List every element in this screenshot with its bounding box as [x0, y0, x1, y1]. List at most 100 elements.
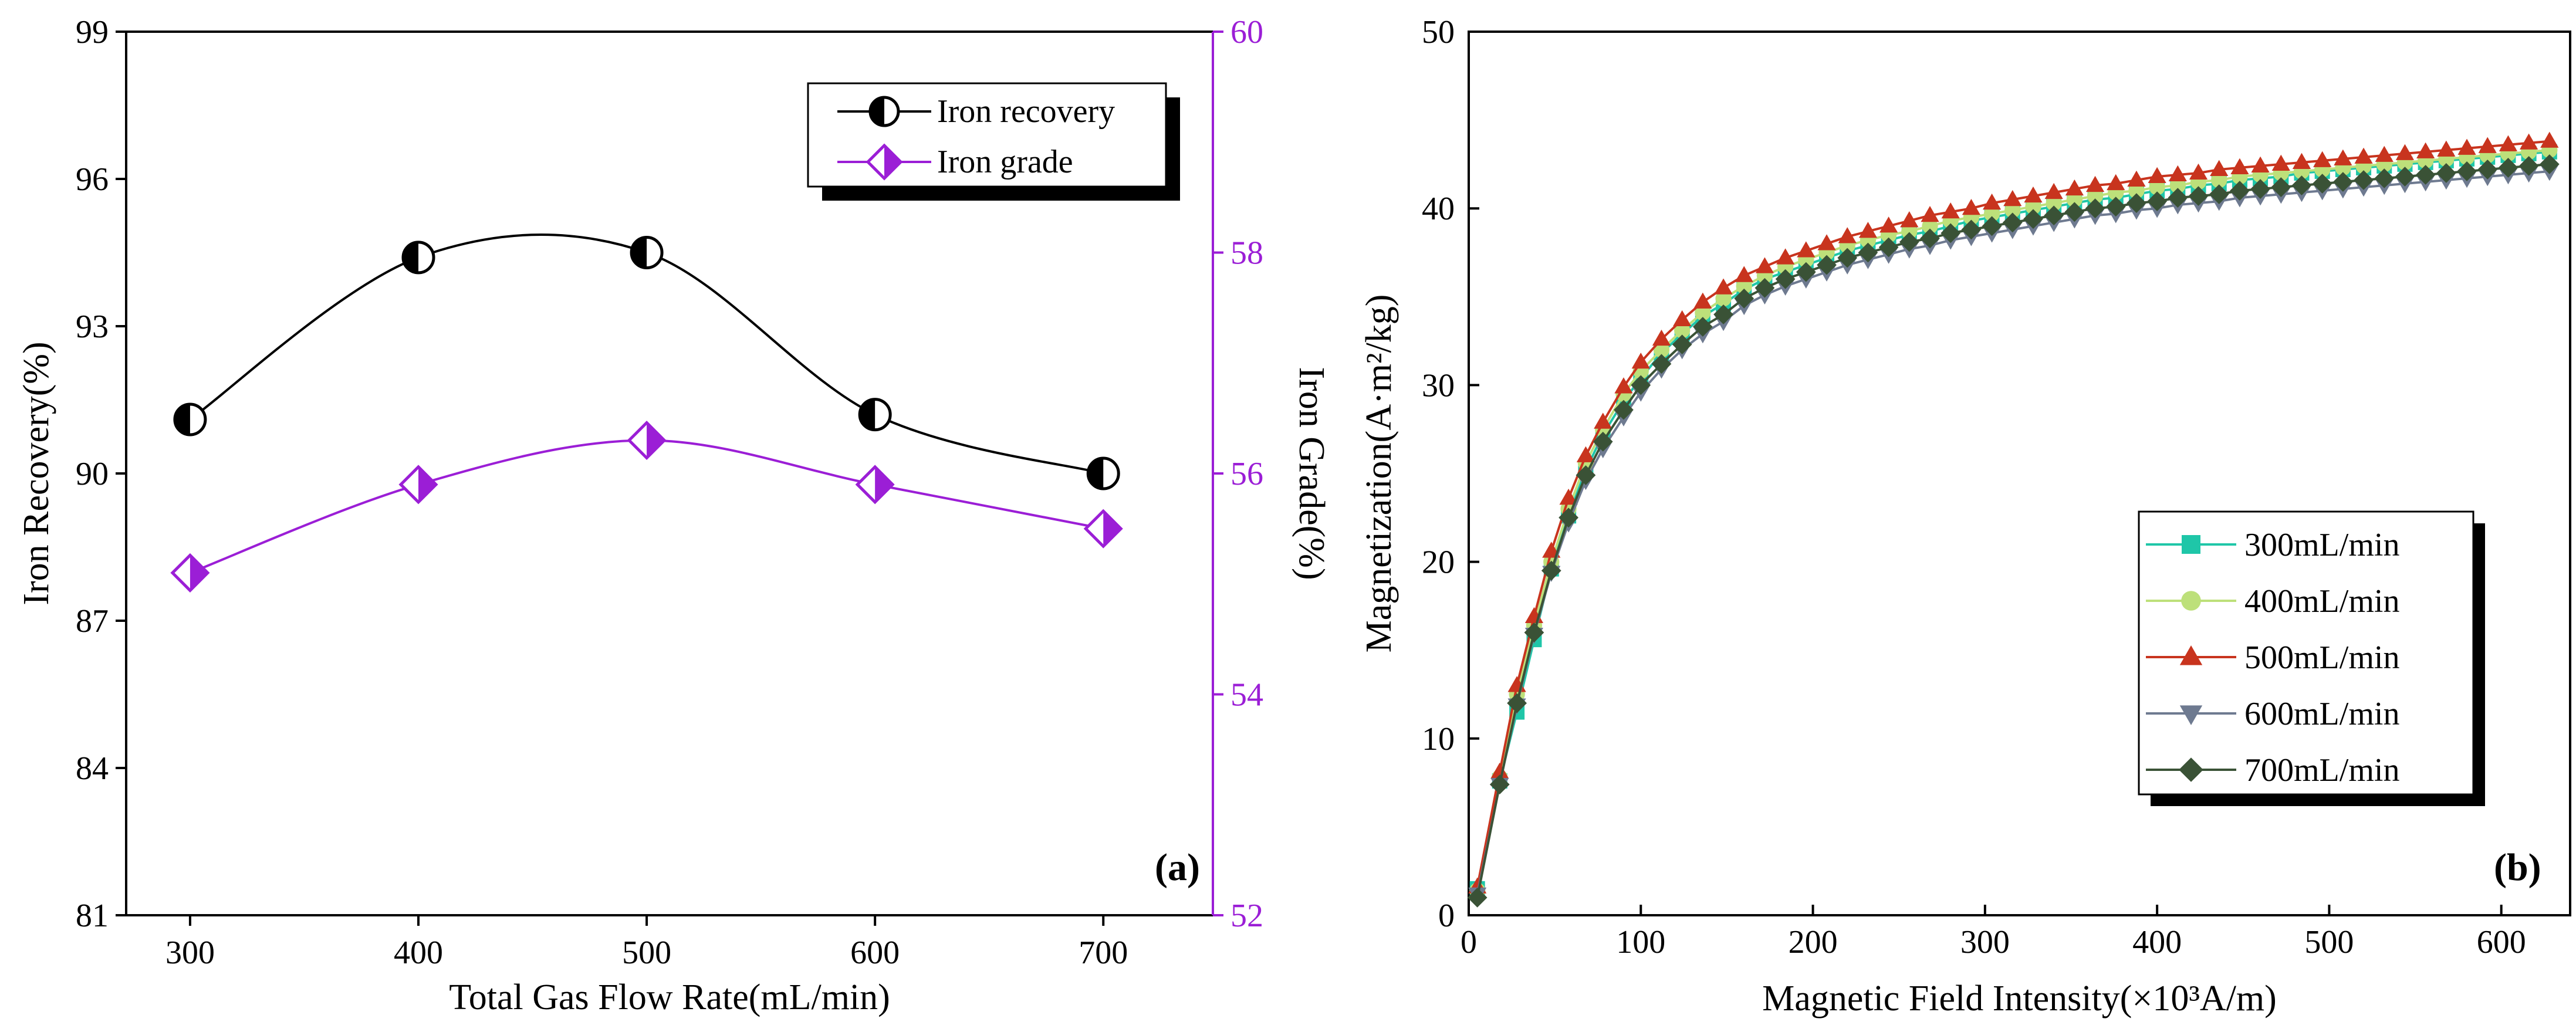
point-700ml-min — [1754, 278, 1775, 298]
point-500ml-min — [2127, 170, 2146, 187]
point-700ml-min — [2085, 198, 2105, 219]
point-400ml-min — [1983, 205, 2000, 222]
panel-a-y-tick-label-left: 99 — [76, 14, 109, 50]
point-500ml-min — [2375, 146, 2394, 162]
panel-a-x-tick-label: 300 — [165, 935, 215, 971]
point-400ml-min — [1674, 322, 1691, 339]
panel-a-y-tick-label-right: 54 — [1230, 677, 1263, 713]
point-400ml-min — [1736, 278, 1752, 295]
point-500ml-min — [2395, 144, 2415, 160]
panel-b-magnetization-chart: 0 100 200 300 400 500 600 0 10 20 30 40 50 Magnetic F… — [1359, 14, 2571, 1019]
point-700ml-min — [2498, 158, 2518, 178]
panel-b-y-tick-label: 40 — [1422, 191, 1455, 227]
point-iron-recovery-fill — [860, 399, 875, 430]
point-iron-recovery-fill — [403, 242, 419, 273]
point-400ml-min — [2025, 198, 2041, 215]
series-line-iron-grade — [190, 439, 1104, 574]
point-700ml-min — [2064, 202, 2085, 222]
point-500ml-min — [2271, 154, 2290, 171]
point-700ml-min — [1899, 232, 1919, 252]
point-700ml-min — [1920, 228, 1940, 249]
point-500ml-min — [1817, 234, 1836, 251]
panel-b-y-tick-label: 0 — [1438, 898, 1455, 934]
panel-a-y-tick-label-right: 52 — [1230, 898, 1263, 934]
point-500ml-min — [1735, 266, 1753, 282]
panel-a-y-tick-label-left: 93 — [76, 309, 109, 345]
point-400ml-min — [2046, 195, 2062, 211]
legend-label-300ml-min: 300mL/min — [2244, 527, 2399, 563]
point-iron-recovery-fill — [1088, 458, 1104, 489]
point-500ml-min — [2107, 174, 2125, 191]
point-700ml-min — [2457, 161, 2477, 181]
point-500ml-min — [1614, 377, 1633, 394]
legend-label-400ml-min: 400mL/min — [2244, 583, 2399, 620]
point-700ml-min — [1672, 334, 1692, 355]
panel-a-y-tick-label-right: 58 — [1230, 235, 1263, 272]
point-500ml-min — [1838, 227, 1857, 243]
point-500ml-min — [1631, 352, 1650, 369]
panel-b-label: (b) — [2494, 846, 2541, 889]
panel-a-y-tick-label-left: 81 — [76, 898, 109, 934]
point-500ml-min — [1594, 412, 1612, 429]
point-700ml-min — [1559, 507, 1579, 528]
point-iron-grade — [627, 420, 667, 461]
panel-b-y-axis-title: Magnetization(A·m²/kg) — [1359, 295, 1399, 653]
panel-a-x-tick-label: 700 — [1079, 935, 1128, 971]
point-700ml-min — [1541, 560, 1561, 581]
point-500ml-min — [1490, 762, 1509, 779]
point-iron-recovery — [401, 241, 435, 275]
point-700ml-min — [1775, 269, 1796, 289]
legend-marker-iron-grade-fill — [884, 146, 901, 178]
point-500ml-min — [2520, 133, 2538, 150]
point-700ml-min — [1576, 465, 1596, 485]
legend-marker-iron-recovery — [868, 96, 900, 127]
point-500ml-min — [1755, 257, 1774, 273]
point-700ml-min — [2415, 165, 2436, 185]
legend-label-600ml-min: 600mL/min — [2244, 696, 2399, 732]
point-iron-recovery — [630, 236, 664, 269]
panel-a-y-tick-label-left: 84 — [76, 750, 109, 787]
point-500ml-min — [2354, 147, 2373, 164]
panel-b-x-axis-title: Magnetic Field Intensity(×10³A/m) — [1762, 979, 2277, 1019]
legend-marker-600ml-min — [2179, 705, 2203, 725]
point-700ml-min — [1713, 304, 1733, 324]
point-500ml-min — [2210, 160, 2229, 176]
point-700ml-min — [1467, 887, 1488, 908]
point-700ml-min — [2230, 181, 2250, 201]
point-700ml-min — [2291, 175, 2312, 195]
point-700ml-min — [2518, 156, 2539, 176]
point-400ml-min — [2087, 188, 2104, 204]
panel-a-y-tick-label-left: 90 — [76, 456, 109, 492]
panel-b-x-tick-label: 600 — [2477, 924, 2526, 960]
point-500ml-min — [2540, 131, 2559, 148]
point-400ml-min — [2149, 179, 2165, 195]
point-700ml-min — [1651, 354, 1672, 374]
point-700ml-min — [2312, 174, 2332, 194]
point-iron-recovery — [1086, 456, 1120, 490]
point-700ml-min — [1982, 216, 2002, 236]
point-700ml-min — [1961, 219, 1982, 240]
point-iron-recovery — [858, 398, 892, 432]
point-700ml-min — [1734, 288, 1754, 309]
point-400ml-min — [1901, 223, 1918, 240]
point-400ml-min — [2128, 182, 2145, 199]
point-700ml-min — [2332, 172, 2353, 192]
point-500ml-min — [2003, 190, 2022, 207]
panel-a-y-tick-label-right: 60 — [1230, 14, 1263, 50]
legend-marker-500ml-min — [2179, 645, 2203, 665]
point-iron-grade-fill — [1103, 511, 1121, 547]
panel-a-y-tick-label-left: 87 — [76, 603, 109, 639]
point-400ml-min — [1653, 341, 1670, 358]
legend-label-iron-recovery: Iron recovery — [937, 93, 1115, 130]
point-iron-grade — [170, 553, 210, 593]
point-700ml-min — [2539, 154, 2560, 174]
point-500ml-min — [1652, 329, 1671, 346]
point-500ml-min — [2189, 163, 2208, 180]
panel-b-x-tick-label: 300 — [1960, 924, 2010, 960]
point-500ml-min — [2478, 137, 2497, 153]
point-700ml-min — [2374, 168, 2395, 188]
point-500ml-min — [2334, 149, 2352, 165]
point-iron-grade — [855, 465, 895, 505]
legend-marker-iron-grade — [866, 143, 903, 181]
point-700ml-min — [2002, 212, 2023, 233]
